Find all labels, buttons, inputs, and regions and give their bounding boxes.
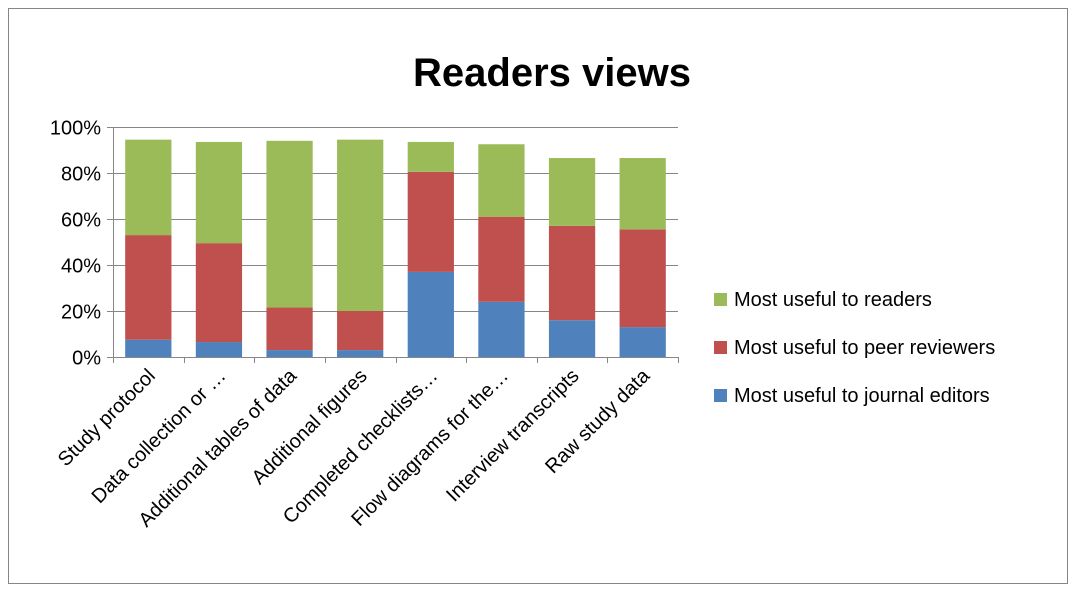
chart-title: Readers views <box>413 51 691 95</box>
bar-segment <box>337 311 384 351</box>
bar-segment <box>407 141 454 172</box>
y-tick-label: 40% <box>61 256 101 278</box>
y-tick-label: 60% <box>61 210 101 232</box>
legend-label: Most useful to readers <box>734 289 932 311</box>
x-tick-label: Interview transcripts <box>442 365 583 506</box>
legend: Most useful to readers Most useful to pee… <box>714 289 995 407</box>
bar-segment <box>195 342 243 357</box>
legend-swatch <box>714 389 727 402</box>
bar-segment <box>125 235 172 340</box>
y-tick-label: 100% <box>50 118 101 140</box>
bar-segment <box>125 139 172 236</box>
bar-segment <box>337 139 384 311</box>
legend-swatch <box>714 341 727 354</box>
bar-segment <box>266 350 313 357</box>
bar-segment <box>125 339 172 357</box>
bar-segment <box>407 171 454 272</box>
bar-segment <box>407 271 454 357</box>
bar-segment <box>619 229 666 328</box>
y-tick-label: 0% <box>72 348 101 370</box>
bars <box>125 139 666 357</box>
legend-label: Most useful to journal editors <box>734 385 990 407</box>
bar-segment <box>266 307 313 351</box>
x-tick-label: Data collection or … <box>88 365 231 508</box>
bar-segment <box>337 350 384 357</box>
bar-segment <box>195 243 243 343</box>
bar-segment <box>478 144 525 217</box>
bar-segment <box>195 141 243 244</box>
bar-segment <box>548 225 596 321</box>
y-tick-label: 80% <box>61 164 101 186</box>
legend-swatch <box>714 293 727 306</box>
y-axis: 0% 20% 40% 60% 80% 100% <box>50 118 114 370</box>
bar-segment <box>619 158 666 230</box>
bar-segment <box>266 140 313 308</box>
chart-frame <box>8 8 1068 584</box>
bar-segment <box>548 158 596 226</box>
bar-segment <box>478 216 525 302</box>
bar-segment <box>619 327 666 357</box>
bar-segment <box>478 301 525 357</box>
bar-segment <box>548 320 596 357</box>
legend-label: Most useful to peer reviewers <box>734 337 995 359</box>
y-tick-label: 20% <box>61 302 101 324</box>
